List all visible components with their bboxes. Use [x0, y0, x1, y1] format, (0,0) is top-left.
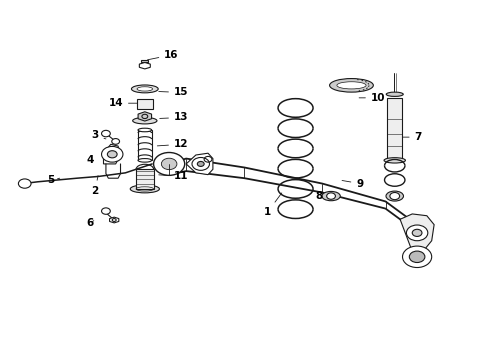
Text: 10: 10 [358, 93, 385, 103]
Text: 6: 6 [86, 218, 94, 228]
Ellipse shape [132, 117, 157, 124]
Ellipse shape [138, 158, 151, 162]
Text: 3: 3 [91, 130, 106, 140]
Text: 9: 9 [341, 179, 363, 189]
Ellipse shape [138, 128, 151, 132]
Ellipse shape [329, 78, 372, 92]
Text: 8: 8 [314, 191, 322, 201]
Circle shape [192, 157, 209, 170]
Text: 5: 5 [47, 175, 60, 185]
Circle shape [102, 130, 110, 137]
Ellipse shape [386, 92, 403, 96]
Polygon shape [186, 153, 212, 175]
Text: 7: 7 [402, 132, 421, 142]
Circle shape [153, 153, 184, 175]
Text: 11: 11 [159, 171, 188, 181]
Circle shape [107, 151, 117, 158]
Polygon shape [399, 214, 433, 251]
Polygon shape [103, 144, 120, 164]
Circle shape [402, 246, 431, 267]
Text: 4: 4 [86, 156, 94, 165]
Text: 15: 15 [159, 87, 188, 98]
Ellipse shape [130, 185, 159, 193]
Polygon shape [139, 63, 150, 69]
Circle shape [112, 139, 119, 144]
Ellipse shape [383, 158, 405, 163]
Circle shape [389, 193, 399, 200]
Bar [136, 169, 153, 189]
Circle shape [19, 179, 31, 188]
Text: 16: 16 [147, 50, 179, 60]
Ellipse shape [137, 87, 152, 91]
Circle shape [411, 229, 421, 237]
Polygon shape [138, 112, 151, 121]
Text: 13: 13 [160, 112, 188, 122]
Circle shape [161, 158, 177, 170]
Bar [141, 60, 148, 63]
Circle shape [326, 193, 335, 199]
Text: 2: 2 [91, 176, 99, 196]
Circle shape [408, 251, 424, 262]
Circle shape [102, 208, 110, 214]
Text: 12: 12 [157, 139, 188, 149]
Ellipse shape [385, 191, 403, 201]
Ellipse shape [336, 82, 366, 89]
Polygon shape [109, 217, 119, 223]
Circle shape [197, 161, 203, 166]
Text: 1: 1 [264, 193, 281, 217]
Ellipse shape [321, 192, 340, 201]
Bar [386, 98, 401, 160]
Text: 14: 14 [108, 98, 137, 108]
Circle shape [102, 147, 122, 162]
Bar [137, 99, 152, 109]
Ellipse shape [131, 85, 158, 93]
Circle shape [406, 225, 427, 241]
